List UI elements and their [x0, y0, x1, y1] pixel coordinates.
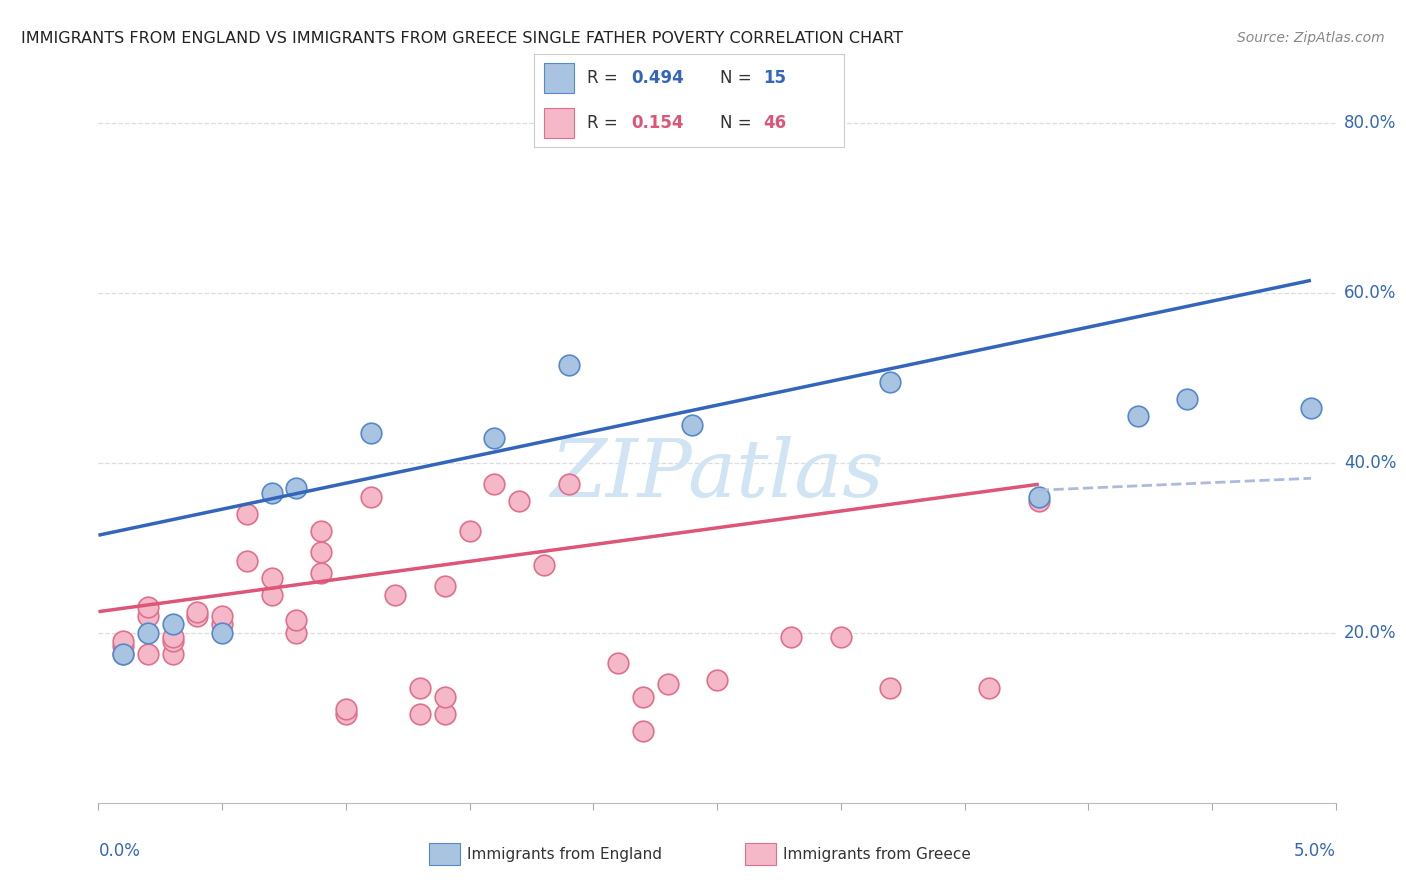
Point [384, 588, 406, 602]
Point [136, 626, 159, 640]
Point [211, 608, 233, 623]
Point [335, 706, 357, 721]
Point [433, 706, 456, 721]
Point [162, 617, 184, 632]
Point [484, 430, 506, 444]
Text: ZIPatlas: ZIPatlas [550, 436, 884, 513]
Point [335, 702, 357, 716]
Point [136, 608, 159, 623]
Point [112, 634, 135, 648]
Text: Immigrants from England: Immigrants from England [467, 847, 662, 862]
Point [681, 417, 703, 432]
Text: Immigrants from Greece: Immigrants from Greece [783, 847, 972, 862]
Text: 20.0%: 20.0% [1344, 624, 1396, 642]
Point [309, 566, 332, 581]
Point [631, 723, 654, 738]
Point [1175, 392, 1198, 407]
Text: 5.0%: 5.0% [1294, 842, 1336, 860]
Text: R =: R = [586, 114, 617, 132]
Point [285, 613, 308, 627]
FancyBboxPatch shape [544, 108, 575, 138]
Text: 0.154: 0.154 [631, 114, 685, 132]
Point [360, 490, 382, 504]
Point [211, 617, 233, 632]
Point [211, 626, 233, 640]
Text: 0.0%: 0.0% [98, 842, 141, 860]
Point [879, 681, 901, 695]
Point [484, 477, 506, 491]
Point [112, 639, 135, 653]
Point [260, 485, 283, 500]
Point [309, 524, 332, 538]
Point [458, 524, 481, 538]
Text: 40.0%: 40.0% [1344, 454, 1396, 472]
Text: R =: R = [586, 69, 617, 87]
Point [508, 494, 530, 508]
Point [136, 600, 159, 615]
Text: 60.0%: 60.0% [1344, 284, 1396, 302]
Point [162, 630, 184, 644]
Point [112, 647, 135, 661]
Text: IMMIGRANTS FROM ENGLAND VS IMMIGRANTS FROM GREECE SINGLE FATHER POVERTY CORRELAT: IMMIGRANTS FROM ENGLAND VS IMMIGRANTS FR… [21, 31, 903, 46]
Point [285, 482, 308, 496]
Point [557, 477, 579, 491]
Point [1299, 401, 1322, 415]
Point [112, 647, 135, 661]
Point [186, 605, 208, 619]
Text: 0.494: 0.494 [631, 69, 685, 87]
Text: N =: N = [720, 114, 751, 132]
Point [979, 681, 1001, 695]
Point [162, 634, 184, 648]
Point [309, 545, 332, 559]
Point [409, 681, 432, 695]
Point [285, 626, 308, 640]
Point [136, 647, 159, 661]
Point [236, 554, 259, 568]
Point [607, 656, 630, 670]
Point [1028, 494, 1050, 508]
Point [360, 426, 382, 441]
Point [657, 677, 679, 691]
FancyBboxPatch shape [544, 63, 575, 93]
Text: N =: N = [720, 69, 751, 87]
Point [1126, 409, 1149, 424]
Point [433, 579, 456, 593]
Point [830, 630, 852, 644]
Text: 15: 15 [763, 69, 786, 87]
Point [879, 376, 901, 390]
Point [260, 571, 283, 585]
Text: 46: 46 [763, 114, 786, 132]
Point [631, 690, 654, 704]
Point [533, 558, 555, 572]
Point [186, 608, 208, 623]
Point [162, 647, 184, 661]
Point [780, 630, 803, 644]
Point [433, 690, 456, 704]
Point [557, 359, 579, 373]
Point [1028, 490, 1050, 504]
Text: 80.0%: 80.0% [1344, 114, 1396, 132]
Point [409, 706, 432, 721]
Point [236, 507, 259, 521]
Text: Source: ZipAtlas.com: Source: ZipAtlas.com [1237, 31, 1385, 45]
Point [260, 588, 283, 602]
Point [706, 673, 728, 687]
